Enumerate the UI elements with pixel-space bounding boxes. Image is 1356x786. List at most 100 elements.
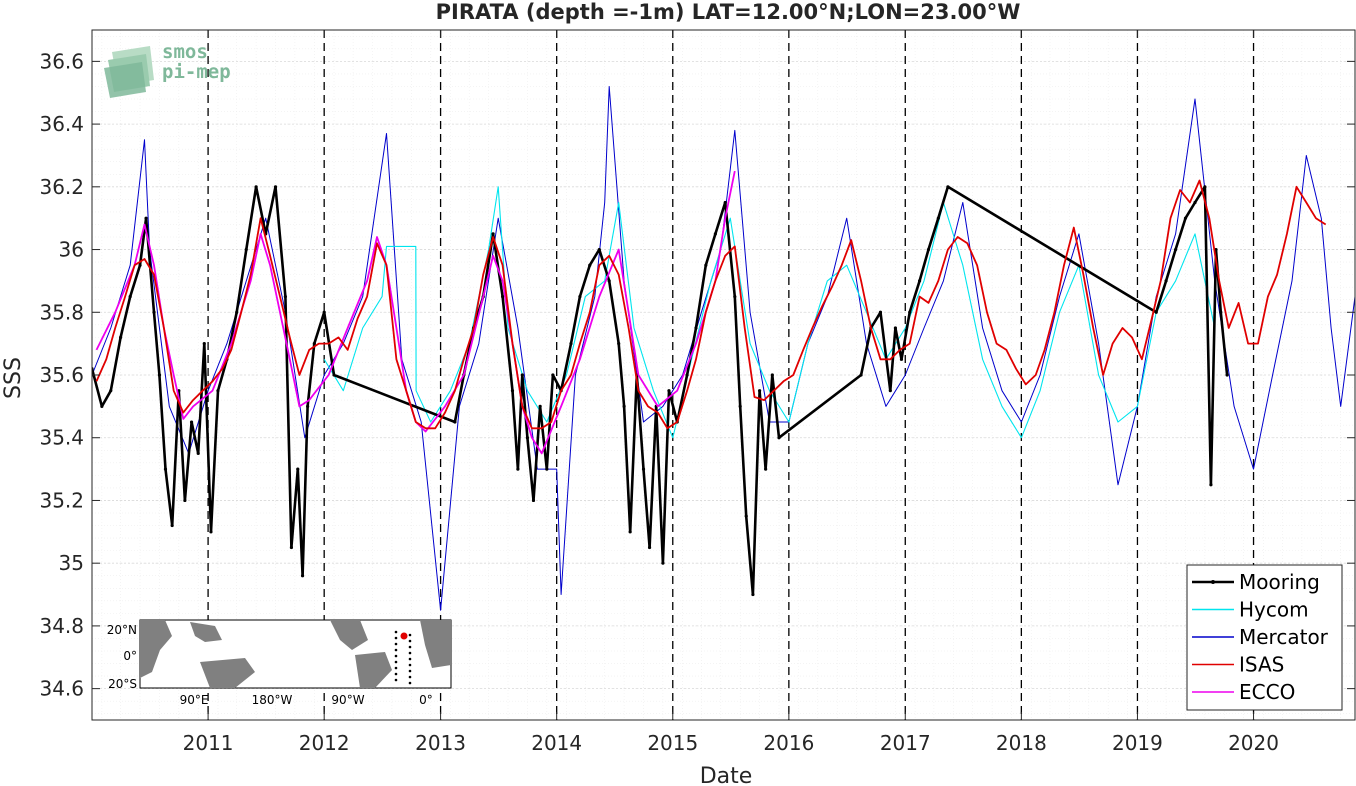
inset-lat-label-20n: 20°N [107,623,137,637]
data-point-mooring [1183,216,1188,220]
data-point-mooring [770,373,774,377]
data-point-mooring [538,404,542,408]
y-tick-label: 34.6 [39,677,84,701]
series-line-mercator [92,86,1355,611]
inset-buoy-dot [408,675,412,679]
legend: Mooring Hycom Mercator ISAS ECCO [1186,564,1343,711]
data-point-mooring [144,216,148,220]
legend-item-isas: ISAS [1192,653,1284,677]
legend-label: Mercator [1239,625,1329,649]
inset-buoy-dot [408,645,412,649]
data-point-mooring [100,404,104,408]
data-point-mooring [119,335,123,339]
inset-lon-label-90e: 90°E [180,693,209,707]
x-tick-label: 2016 [763,731,814,755]
data-point-mooring [1193,200,1197,205]
logo-layer-front [104,62,146,98]
data-point-mooring [296,467,300,471]
data-point-mooring [501,294,505,299]
legend-label: Mooring [1239,570,1320,594]
x-tick-label: 2020 [1228,731,1279,755]
data-point-mooring [578,294,582,299]
inset-lon-label-90w: 90°W [331,693,364,707]
series-line-mooring [92,185,1229,596]
data-point-mooring [751,592,755,597]
data-point-mooring [1209,483,1213,487]
data-point-mooring [1219,310,1223,314]
tick-labels: 34.6 34.8 35 35.2 35.4 35.6 35.8 36 36.2 36.4 36.6… [39,49,1279,755]
data-point-mooring [491,232,495,236]
data-point-mooring [1203,185,1207,189]
data-point-mooring [109,389,113,393]
data-point-mooring [289,545,294,550]
data-point-mooring [661,561,665,565]
inset-map: 20°N 0° 20°S 90°E 180°W 90°W 0° [107,619,452,707]
data-point-mooring [628,530,632,534]
data-point-mooring [647,545,652,550]
y-tick-label: 36.2 [39,175,84,199]
x-tick-label: 2014 [531,731,582,755]
inset-mooring-dots [394,630,412,685]
data-point-mooring [196,451,200,456]
inset-land-australia [200,658,255,688]
data-point-mooring [1154,310,1158,314]
data-point-mooring [531,498,536,503]
data-point-mooring [312,342,316,346]
y-tick-label: 36 [59,238,84,262]
legend-item-mooring: Mooring [1192,570,1320,594]
inset-lat-label-0: 0° [123,649,137,663]
inset-buoy-dot [408,663,412,667]
data-point-mooring [926,247,931,252]
data-point-mooring [694,326,698,330]
data-point-mooring [908,310,912,314]
inset-buoy-dot [394,678,398,682]
inset-buoy-dot [394,630,398,634]
inset-lon-label-0: 0° [419,693,433,707]
series-hycom [323,186,1216,439]
data-point-mooring [244,247,248,252]
data-point-mooring [202,342,206,346]
x-tick-label: 2018 [996,731,1047,755]
data-point-mooring [516,467,520,471]
data-point-mooring [189,420,194,424]
data-point-mooring [733,294,737,299]
data-point-mooring [273,185,278,189]
legend-marker [1211,580,1215,584]
data-point-mooring [545,467,549,471]
inset-lon-label-180w: 180°W [252,693,293,707]
data-point-mooring [306,404,310,408]
data-point-mooring [322,310,326,314]
legend-item-mercator: Mercator [1192,625,1329,649]
data-point-mooring [209,530,213,534]
inset-buoy-dot [394,666,398,670]
data-point-mooring [1164,279,1168,283]
inset-buoy-dot [408,633,412,637]
inset-land-africa-east [420,620,451,668]
inset-land-africa-west [140,620,172,678]
inset-buoy-dot [408,651,412,655]
legend-item-ecco: ECCO [1192,680,1295,704]
data-point-mooring [899,357,904,361]
data-point-mooring [163,467,168,471]
data-point-mooring [764,467,768,471]
data-point-mooring [893,326,898,330]
y-tick-label: 34.8 [39,614,84,638]
inset-buoy-dot [394,660,398,664]
data-point-mooring [622,404,626,408]
inset-buoy-dot [408,639,412,643]
data-point-mooring [1225,373,1229,377]
inset-map-frame [139,619,452,689]
inset-buoy-dot [394,642,398,646]
logo-line2: pi-mep [162,61,231,83]
data-point-mooring [551,373,555,377]
data-point-mooring [917,279,922,283]
data-point-mooring [738,404,742,408]
series-line-ecco [95,170,736,455]
data-point-mooring [641,467,646,471]
inset-buoy-dot [394,636,398,640]
data-point-mooring [332,373,336,377]
data-point-mooring [859,373,863,377]
data-point-mooring [525,436,530,440]
x-tick-label: 2012 [299,731,350,755]
